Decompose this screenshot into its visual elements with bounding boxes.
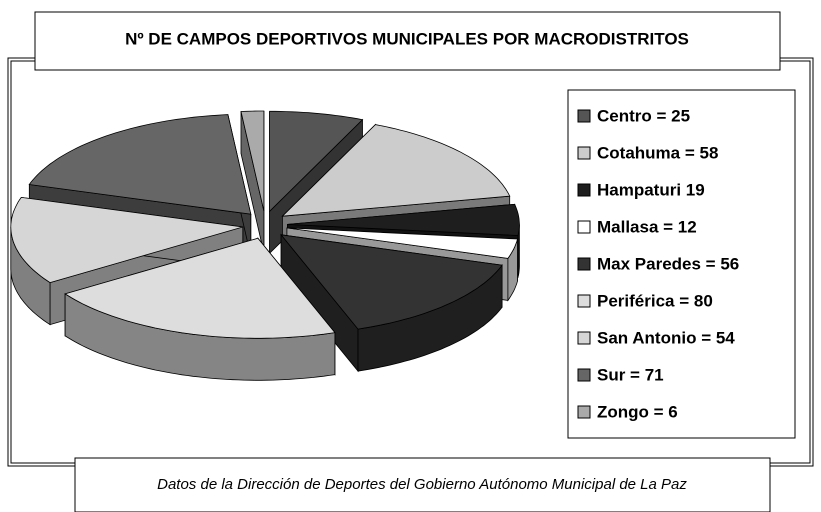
title-box xyxy=(34,11,781,71)
legend-swatch xyxy=(577,183,591,197)
legend-swatch xyxy=(577,220,591,234)
legend-swatch xyxy=(577,146,591,160)
slice xyxy=(286,227,519,259)
legend-label: Max Paredes = 56 xyxy=(597,254,739,273)
legend-label: San Antonio = 54 xyxy=(597,328,735,347)
legend-swatch xyxy=(577,368,591,382)
legend-box xyxy=(567,89,796,439)
slice xyxy=(280,234,503,330)
legend-swatch xyxy=(577,294,591,308)
slice xyxy=(269,110,364,213)
slice xyxy=(281,124,511,217)
slice xyxy=(287,203,520,236)
legend-label: Periférica = 80 xyxy=(597,291,713,310)
legend-swatch xyxy=(577,331,591,345)
footer: Datos de la Dirección de Deportes del Go… xyxy=(157,476,687,493)
legend-label: Mallasa = 12 xyxy=(597,217,697,236)
legend-label: Cotahuma = 58 xyxy=(597,143,718,162)
pie xyxy=(10,110,520,381)
legend-label: Hampaturi 19 xyxy=(597,180,705,199)
slice xyxy=(64,237,336,339)
legend-label: Zongo = 6 xyxy=(597,402,678,421)
legend-swatch xyxy=(577,109,591,123)
slice xyxy=(28,114,252,215)
legend-swatch xyxy=(577,257,591,271)
footer-box xyxy=(74,457,771,512)
legend-swatch xyxy=(577,405,591,419)
chart-title: Nº DE CAMPOS DEPORTIVOS MUNICIPALES POR … xyxy=(125,29,689,48)
legend-label: Centro = 25 xyxy=(597,106,690,125)
slice xyxy=(240,110,265,212)
slice xyxy=(10,196,243,284)
legend-label: Sur = 71 xyxy=(597,365,664,384)
